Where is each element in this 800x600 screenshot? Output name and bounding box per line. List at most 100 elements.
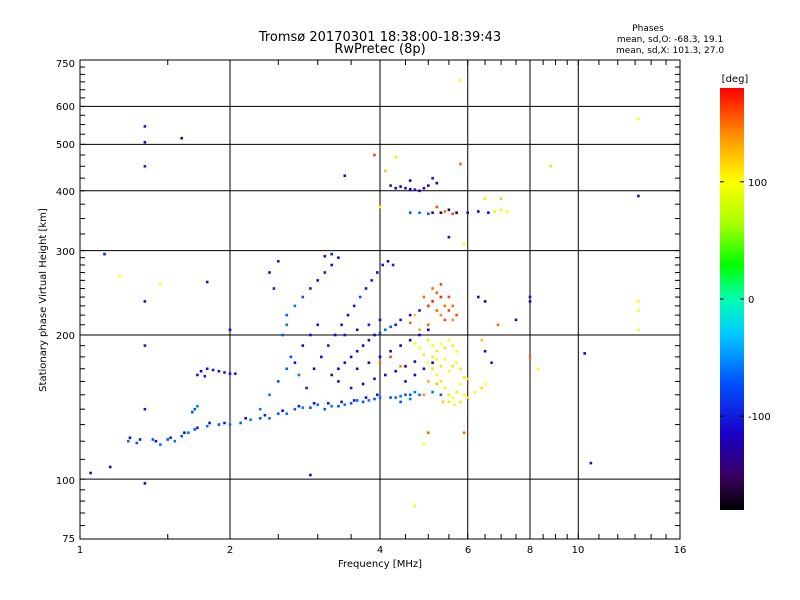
data-point (439, 313, 443, 317)
grid (80, 60, 680, 539)
data-point (312, 367, 316, 371)
chart-title: Tromsø 20170301 18:38:00-18:39:43 (258, 30, 501, 45)
data-point (453, 403, 456, 406)
data-point (268, 393, 271, 397)
data-point (439, 295, 443, 299)
data-point (418, 189, 421, 193)
data-point (337, 404, 340, 408)
data-point (281, 409, 284, 412)
data-point (340, 323, 343, 327)
data-point (493, 210, 497, 213)
data-point (309, 333, 312, 337)
data-point (169, 436, 172, 440)
data-point (196, 373, 199, 377)
data-point (443, 318, 447, 322)
data-point (312, 402, 316, 405)
data-point (408, 393, 412, 397)
data-point (399, 344, 402, 347)
colorbar-tick-label: 100 (748, 178, 767, 189)
data-point (217, 369, 221, 373)
data-point (180, 136, 183, 140)
data-point (399, 400, 402, 404)
x-tick-label: 16 (674, 545, 687, 556)
data-point (399, 365, 402, 368)
data-point (447, 309, 451, 312)
data-point (413, 504, 417, 507)
data-point (422, 353, 426, 356)
data-point (459, 162, 462, 166)
y-tick-label: 300 (56, 247, 75, 258)
x-axis-label: Frequency [MHz] (338, 559, 422, 570)
y-axis-label: Stationary phase Virtual Height [km] (38, 208, 49, 392)
data-point (418, 328, 421, 332)
data-point (293, 407, 297, 411)
data-point (352, 304, 356, 308)
data-point (422, 367, 426, 371)
data-point (159, 283, 162, 286)
data-point (408, 321, 412, 325)
data-point (422, 443, 426, 446)
data-point (413, 373, 417, 377)
data-point (205, 280, 209, 284)
data-point (394, 369, 397, 373)
data-point (490, 361, 493, 364)
data-point (323, 407, 327, 411)
data-point (435, 357, 439, 361)
data-point (143, 125, 147, 128)
data-point (355, 349, 359, 353)
y-tick-label: 100 (56, 476, 75, 487)
data-point (127, 439, 130, 443)
data-point (289, 355, 293, 359)
data-point (477, 210, 480, 213)
data-point (343, 403, 347, 406)
data-point (455, 390, 458, 394)
data-point (343, 361, 347, 364)
data-point (459, 382, 462, 386)
data-point (378, 331, 382, 335)
data-point (413, 390, 417, 394)
data-point (89, 471, 92, 475)
data-point (355, 367, 359, 371)
data-point (514, 318, 518, 322)
data-point (367, 361, 371, 364)
data-point (193, 407, 197, 411)
data-point (435, 181, 439, 185)
data-point (391, 263, 395, 267)
data-point (323, 271, 327, 274)
data-point (427, 323, 430, 327)
data-point (427, 380, 430, 383)
data-point (418, 333, 421, 337)
data-point (427, 361, 430, 364)
data-point (413, 360, 417, 363)
data-point (480, 386, 483, 390)
data-point (451, 344, 455, 347)
data-point (427, 212, 430, 216)
data-point (358, 295, 362, 299)
data-point (451, 318, 455, 322)
data-point (443, 346, 447, 350)
data-point (439, 211, 443, 214)
data-point (637, 309, 640, 312)
data-point (439, 380, 443, 383)
data-point (443, 210, 447, 213)
data-point (549, 165, 552, 168)
data-point (268, 417, 271, 420)
data-point (413, 342, 417, 345)
y-tick-labels: 75 100 200 300 400 500 600 750 (56, 59, 75, 545)
data-point (480, 338, 483, 342)
data-point (384, 169, 387, 173)
data-point (228, 423, 232, 426)
data-point (431, 355, 434, 359)
data-point (223, 371, 226, 374)
data-point (108, 465, 112, 469)
data-point (143, 141, 147, 144)
data-point (408, 179, 412, 182)
data-point (394, 323, 397, 327)
data-point (143, 165, 147, 168)
data-point (367, 399, 371, 402)
y-tick-label: 750 (56, 59, 75, 70)
data-point (404, 186, 407, 190)
data-point (340, 400, 343, 404)
data-point (293, 361, 297, 364)
data-point (447, 235, 451, 239)
